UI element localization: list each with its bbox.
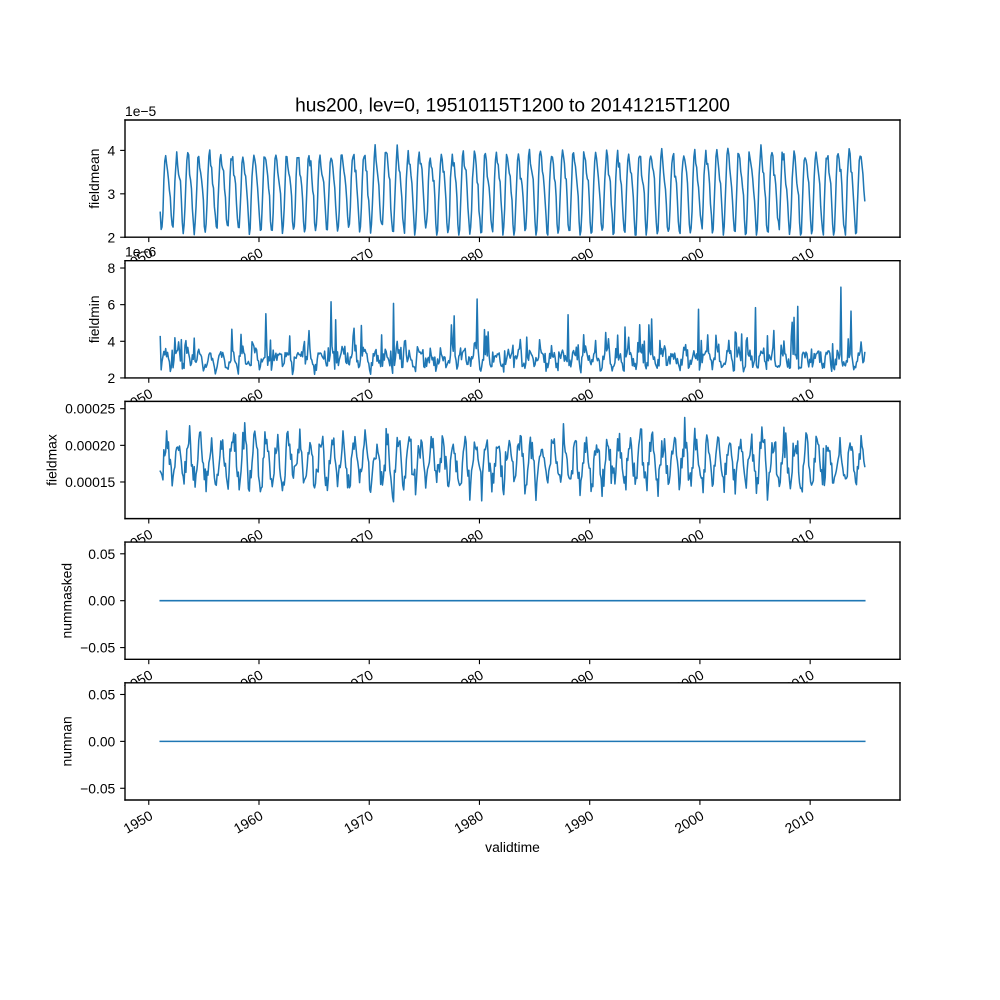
svg-text:validtime: validtime <box>485 839 540 855</box>
svg-text:−0.05: −0.05 <box>80 780 115 796</box>
svg-text:nummasked: nummasked <box>59 563 75 639</box>
svg-text:3: 3 <box>108 186 116 202</box>
svg-text:0.00: 0.00 <box>88 593 115 609</box>
svg-text:0.05: 0.05 <box>88 546 115 562</box>
svg-text:fieldmin: fieldmin <box>86 295 102 343</box>
svg-text:6: 6 <box>108 297 116 313</box>
svg-text:4: 4 <box>108 142 116 158</box>
svg-text:2: 2 <box>108 229 116 245</box>
svg-text:0.05: 0.05 <box>88 687 115 703</box>
svg-text:fieldmax: fieldmax <box>44 434 60 486</box>
svg-text:2: 2 <box>108 370 116 386</box>
svg-text:0.00020: 0.00020 <box>65 437 115 453</box>
svg-text:1e−6: 1e−6 <box>125 244 157 260</box>
svg-text:0.00: 0.00 <box>88 733 115 749</box>
svg-text:fieldmean: fieldmean <box>86 149 102 209</box>
svg-text:−0.05: −0.05 <box>80 640 115 656</box>
svg-text:4: 4 <box>108 333 116 349</box>
svg-text:8: 8 <box>108 260 116 276</box>
svg-text:hus200, lev=0, 19510115T1200 t: hus200, lev=0, 19510115T1200 to 20141215… <box>295 96 730 117</box>
svg-text:1e−5: 1e−5 <box>125 103 157 119</box>
svg-text:0.00025: 0.00025 <box>65 401 115 417</box>
svg-text:numnan: numnan <box>59 716 75 766</box>
svg-text:0.00015: 0.00015 <box>65 474 115 490</box>
